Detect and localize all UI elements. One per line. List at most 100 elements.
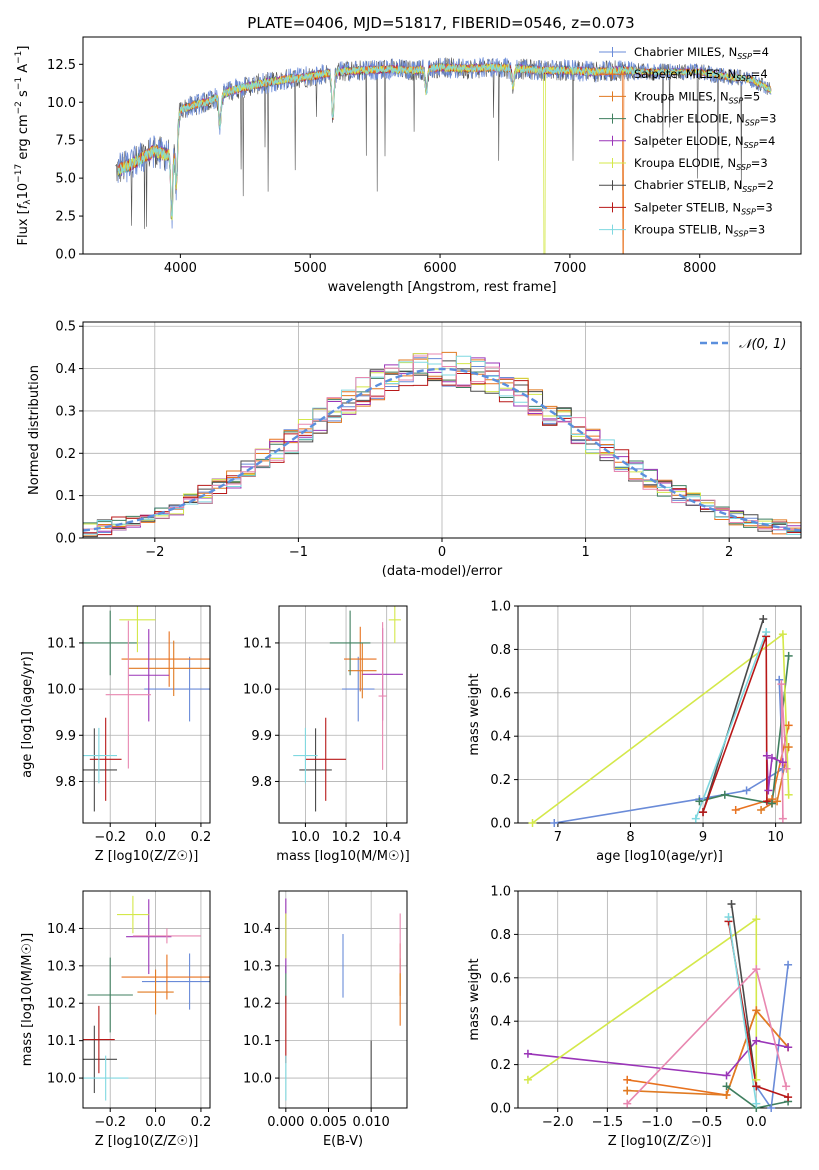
x-tick-label: 0.2 xyxy=(191,1115,212,1130)
x-axis-label: (data-model)/error xyxy=(382,564,503,579)
y-axis-label: Normed distribution xyxy=(27,365,42,495)
x-tick-label: 1 xyxy=(581,545,589,560)
x-tick-label: 10.0 xyxy=(291,830,320,845)
y-axis-label: mass weight xyxy=(467,958,482,1040)
x-tick-label: −1 xyxy=(289,545,308,560)
x-tick-label: 7 xyxy=(554,830,562,845)
x-tick-label: 8 xyxy=(626,830,634,845)
legend-label-tail: =3 xyxy=(751,156,768,170)
y-tick-label: 0.2 xyxy=(55,447,76,462)
legend-label: Chabrier ELODIE, NSSP=3 xyxy=(634,112,776,128)
y-axis-label: mass [log10(M/M☉)] xyxy=(20,933,35,1066)
y-tick-label: 0.5 xyxy=(55,320,76,335)
y-tick-label: 10.2 xyxy=(243,997,272,1012)
weight-line xyxy=(702,618,765,813)
y-tick-label: 0.3 xyxy=(55,404,76,419)
x-tick-label: 0.0 xyxy=(145,830,166,845)
legend-label-tail: =2 xyxy=(757,178,774,192)
plot-area-age-vs-Z xyxy=(83,606,210,812)
legend-label-sub: SSP xyxy=(745,119,760,128)
weight-line xyxy=(727,916,758,1104)
y-tick-label: 12.5 xyxy=(47,58,76,73)
x-tick-label: 8000 xyxy=(683,261,716,276)
legend-label-sub: SSP xyxy=(744,141,759,150)
panel-residuals: −2 −1 0 1 2 0.0 0.1 0.2 0.3 0.4 0.5 𝒩(0, 1) (data-mo… xyxy=(27,320,802,579)
x-axis-label: Z [log10(Z/Z☉)] xyxy=(95,849,199,864)
x-tick-label: 6000 xyxy=(424,261,457,276)
y-tick-label: 9.9 xyxy=(55,729,76,744)
x-tick-label: 0.010 xyxy=(353,1115,390,1130)
x-tick-label: −0.2 xyxy=(94,1115,126,1130)
x-axis-label: E(B-V) xyxy=(323,1134,363,1149)
legend-label-tail: =3 xyxy=(748,223,765,237)
weight-line xyxy=(726,1085,789,1108)
y-tick-label: 1.0 xyxy=(490,885,511,900)
y-tick-label: 9.8 xyxy=(251,775,272,790)
legend-label-tail: =3 xyxy=(760,112,777,126)
y-tick-label: 9.8 xyxy=(55,775,76,790)
legend-label-main: Chabrier ELODIE, N xyxy=(634,112,745,126)
axes-frame xyxy=(82,890,211,1109)
y-tick-label: 1.0 xyxy=(490,600,511,615)
weight-line xyxy=(766,755,784,791)
y-tick-label: 0.4 xyxy=(490,730,511,745)
y-tick-label: 10.1 xyxy=(47,636,76,651)
legend-label-sub: SSP xyxy=(736,163,751,172)
x-tick-label: −1.5 xyxy=(592,1115,624,1130)
x-tick-label: −2 xyxy=(145,545,164,560)
axes-frame xyxy=(517,605,802,824)
x-tick-label: 9 xyxy=(699,830,707,845)
weight-line xyxy=(527,917,758,1081)
legend-label: Chabrier STELIB, NSSP=2 xyxy=(634,178,774,194)
x-tick-label: −1.0 xyxy=(641,1115,673,1130)
plot-area-mass-weight-vs-Z xyxy=(527,903,789,1108)
weight-line xyxy=(527,1039,789,1077)
panel-mass-vs-ebv: 0.000 0.005 0.010 10.0 10.1 10.2 10.3 10.4 E(B-V… xyxy=(243,890,408,1149)
x-tick-label: 10.2 xyxy=(332,830,361,845)
x-tick-label: 0 xyxy=(438,545,446,560)
legend-label-sub: SSP xyxy=(729,96,744,105)
figure-title: PLATE=0406, MJD=51817, FIBERID=0546, z=0… xyxy=(247,14,634,32)
x-axis-label: mass [log10(M/M☉)] xyxy=(276,849,409,864)
legend-label-tail: =5 xyxy=(743,89,760,103)
axes-frame xyxy=(82,605,211,824)
x-axis-label: Z [log10(Z/Z☉)] xyxy=(95,1134,199,1149)
legend-label: Salpeter ELODIE, NSSP=4 xyxy=(634,134,775,150)
legend-label-main: Kroupa ELODIE, N xyxy=(634,156,736,170)
y-tick-label: 0.0 xyxy=(490,817,511,832)
y-tick-label: 10.0 xyxy=(47,683,76,698)
x-tick-label: 10.4 xyxy=(372,830,401,845)
weight-line xyxy=(735,725,790,811)
y-tick-label: 10.3 xyxy=(243,959,272,974)
plot-area-age-vs-mass xyxy=(293,606,403,812)
panel-age-vs-mass: 10.0 10.2 10.4 9.8 9.9 10.0 10.1 mass [log10(M/… xyxy=(243,605,410,864)
legend-label: 𝒩(0, 1) xyxy=(739,337,786,352)
legend-label: Kroupa MILES, NSSP=5 xyxy=(634,89,760,105)
legend-label-sub: SSP xyxy=(737,52,752,61)
legend-label-tail: =3 xyxy=(756,200,773,214)
y-tick-label: 9.9 xyxy=(251,729,272,744)
x-tick-label: 0.2 xyxy=(191,830,212,845)
y-tick-label: 5.0 xyxy=(55,172,76,187)
legend-label-sub: SSP xyxy=(736,74,751,83)
weight-line xyxy=(699,655,790,805)
legend-label-sub: SSP xyxy=(742,185,757,194)
legend-label-sub: SSP xyxy=(741,207,756,216)
y-tick-label: 0.0 xyxy=(55,532,76,547)
x-axis-label: wavelength [Angstrom, rest frame] xyxy=(328,280,557,295)
y-tick-label: 0.8 xyxy=(490,928,511,943)
y-tick-label: 0.1 xyxy=(55,489,76,504)
x-tick-label: −2.0 xyxy=(542,1115,574,1130)
legend-label: Chabrier MILES, NSSP=4 xyxy=(634,45,769,61)
y-tick-label: 10.4 xyxy=(243,922,272,937)
x-tick-label: 10 xyxy=(767,830,784,845)
y-tick-label: 0.0 xyxy=(490,1102,511,1117)
x-tick-label: −0.5 xyxy=(691,1115,723,1130)
x-tick-label: 2 xyxy=(725,545,733,560)
y-axis-label: age [log10(age/yr)] xyxy=(20,651,35,778)
x-tick-label: 0.0 xyxy=(746,1115,767,1130)
histogram-series xyxy=(83,353,801,538)
y-axis-label: Flux [fλ10−17 erg cm−2 s−1 A−1] xyxy=(14,46,33,246)
histogram-series xyxy=(83,370,801,538)
